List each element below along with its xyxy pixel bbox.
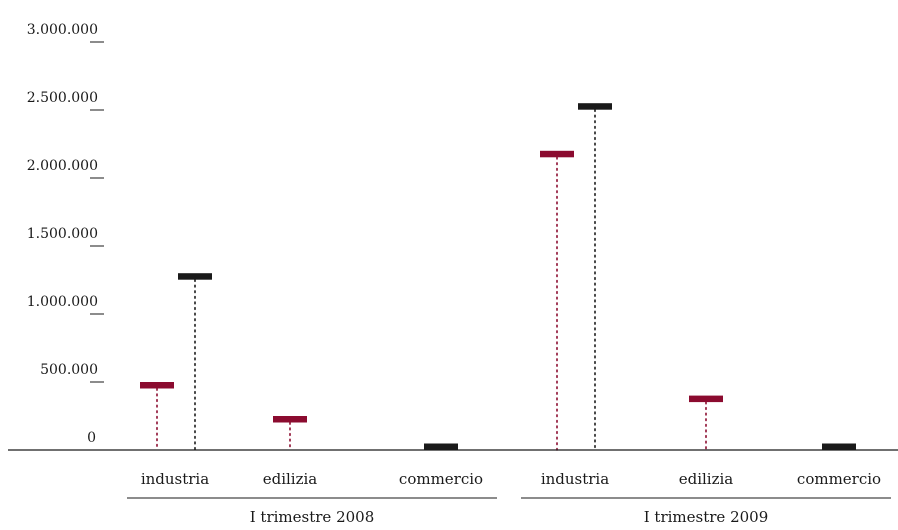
- category-label: commercio: [399, 470, 483, 488]
- y-axis: 0 500.000 1.000.000 1.500.000 2.000.000 2.500…: [27, 22, 104, 446]
- category-label: industria: [541, 470, 609, 488]
- value-marker: [424, 443, 458, 450]
- group-label: I trimestre 2008: [250, 508, 375, 526]
- y-tick-label: 1.000.000: [27, 294, 98, 310]
- y-tick-label: 500.000: [40, 362, 98, 378]
- value-marker: [689, 395, 723, 403]
- value-marker: [578, 103, 612, 110]
- group-label: I trimestre 2009: [644, 508, 769, 526]
- value-marker: [540, 150, 574, 158]
- category-label: edilizia: [263, 470, 318, 488]
- y-tick-label: 0: [87, 430, 96, 446]
- value-marker: [178, 273, 212, 280]
- x-axis: industria edilizia commercio I trimestre 20…: [8, 449, 898, 526]
- value-marker: [822, 443, 856, 450]
- y-tick-label: 2.500.000: [27, 90, 98, 106]
- category-label: industria: [141, 470, 209, 488]
- category-label: edilizia: [679, 470, 734, 488]
- chart-marks: [140, 103, 856, 451]
- value-marker: [273, 416, 307, 423]
- y-tick-label: 1.500.000: [27, 226, 98, 242]
- category-label: commercio: [797, 470, 881, 488]
- value-marker: [140, 382, 174, 389]
- y-tick-label: 2.000.000: [27, 158, 98, 174]
- y-tick-label: 3.000.000: [27, 22, 98, 38]
